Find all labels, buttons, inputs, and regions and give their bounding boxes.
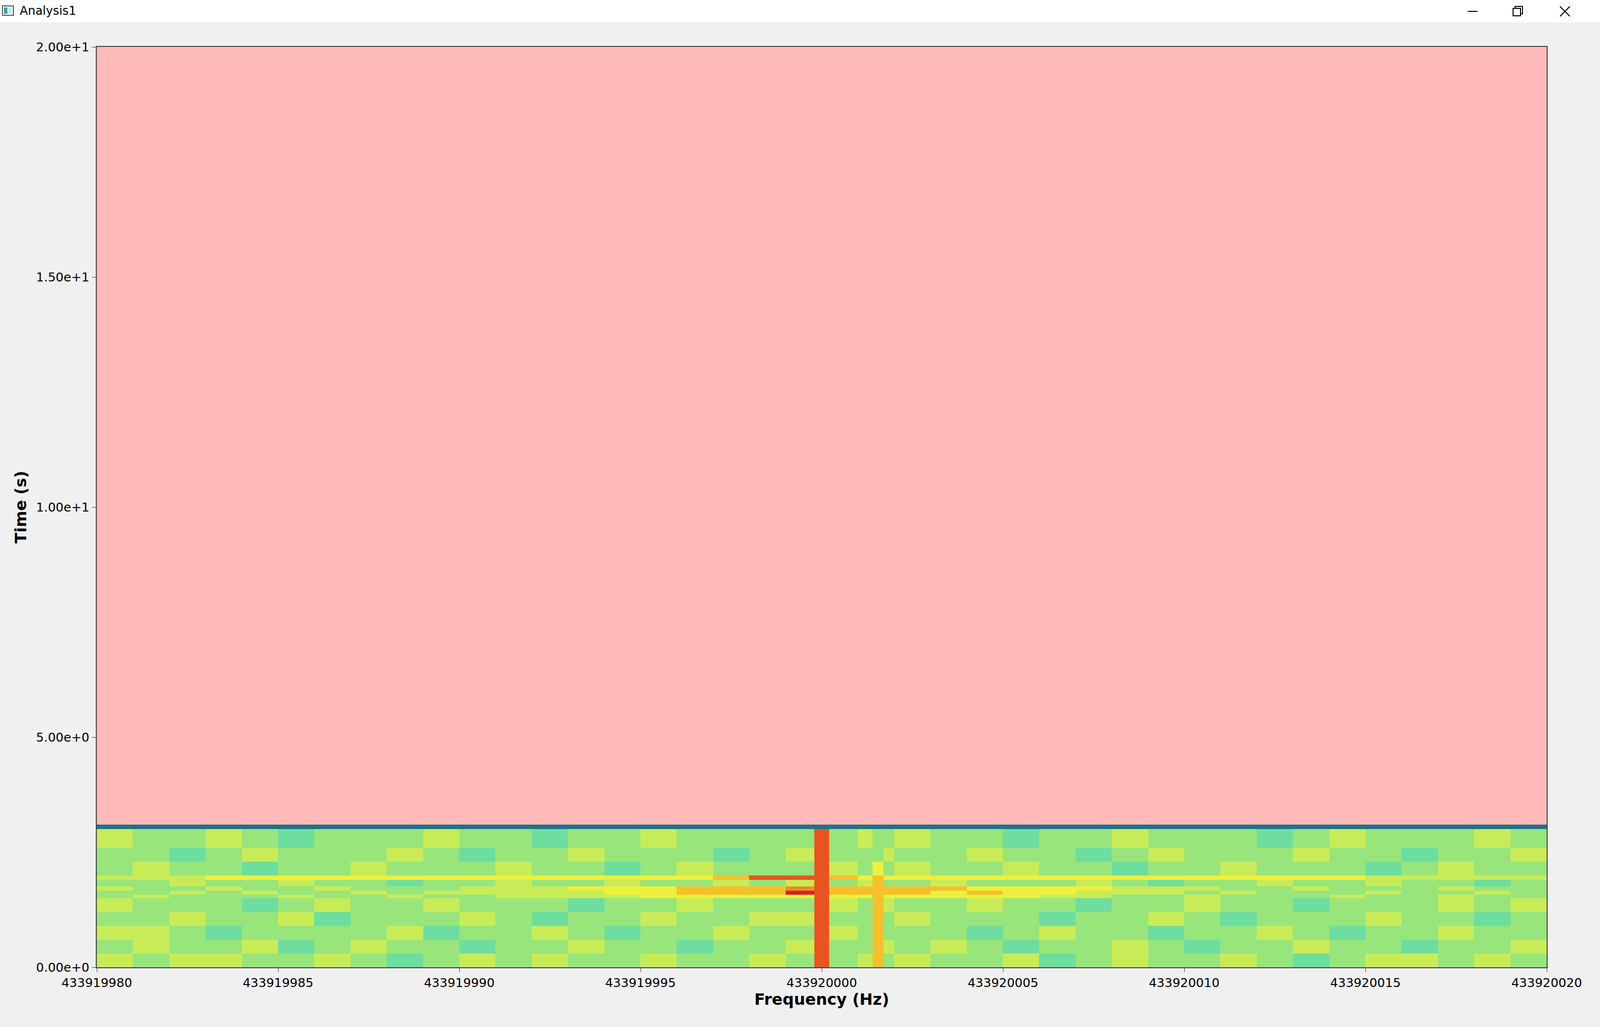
svg-text:433920010: 433920010 bbox=[1148, 975, 1220, 991]
svg-text:1.00e+1: 1.00e+1 bbox=[36, 500, 90, 515]
html-text:Analysis1: Analysis1 bbox=[19, 3, 77, 18]
svg-text:433920015: 433920015 bbox=[1329, 975, 1401, 991]
svg-text:1.50e+1: 1.50e+1 bbox=[36, 270, 90, 285]
svg-text:2.00e+1: 2.00e+1 bbox=[36, 40, 90, 55]
svg-text:0.00e+0: 0.00e+0 bbox=[36, 960, 90, 975]
svg-text:433919985: 433919985 bbox=[242, 975, 314, 991]
svg-text:Frequency (Hz): Frequency (Hz) bbox=[754, 990, 889, 1009]
svg-text:433919995: 433919995 bbox=[604, 975, 676, 991]
svg-text:433919990: 433919990 bbox=[423, 975, 495, 991]
svg-text:433920020: 433920020 bbox=[1511, 975, 1582, 991]
svg-text:433919980: 433919980 bbox=[61, 975, 132, 991]
svg-text:Time (s): Time (s) bbox=[11, 470, 31, 544]
svg-text:433920005: 433920005 bbox=[967, 975, 1039, 991]
svg-text:433920000: 433920000 bbox=[786, 975, 857, 991]
svg-text:5.00e+0: 5.00e+0 bbox=[36, 730, 90, 745]
